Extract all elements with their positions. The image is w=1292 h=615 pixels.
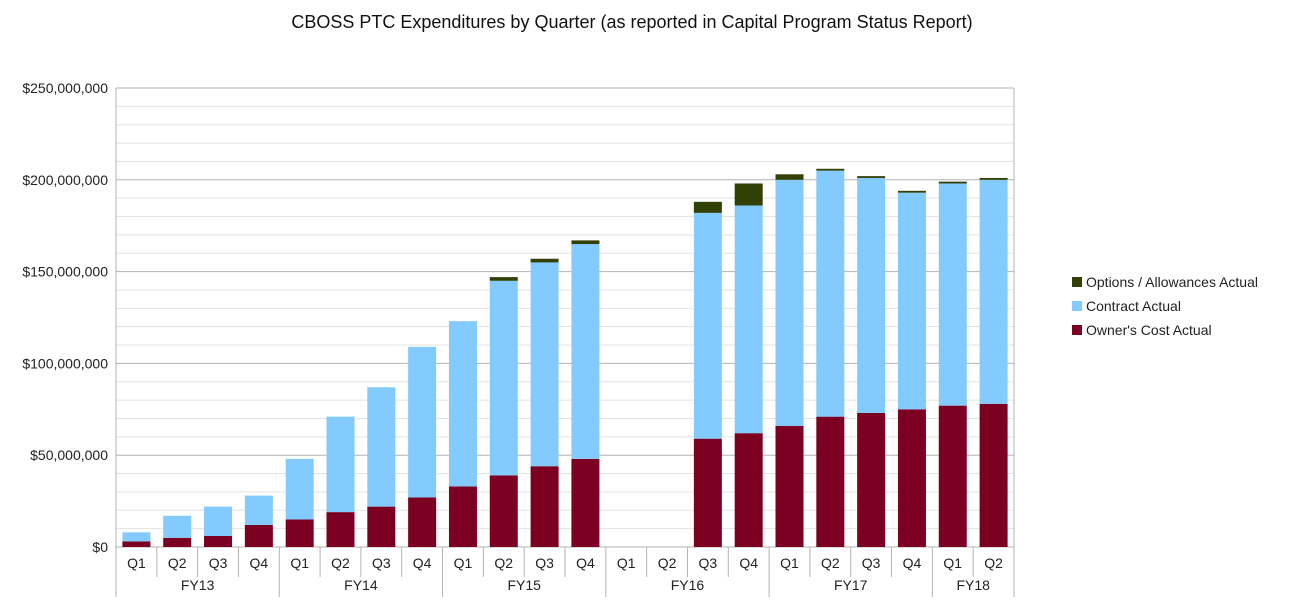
x-axis-labels: Q1 Q2 Q3 Q4 Q1 Q2 Q3 Q4 Q1 Q2 Q3 Q4 Q1 Q2 Q3 Q4 Q1 Q2 Q3 Q4… — [115, 547, 1015, 597]
bars — [122, 168, 1008, 547]
bar-contract-actual — [530, 262, 559, 467]
bar-options-allowances-actual — [530, 258, 559, 263]
x-tick-label: Q2 — [658, 555, 677, 571]
x-tick-label: Q4 — [739, 555, 758, 571]
bar-contract-actual — [571, 244, 600, 459]
bar-options-allowances-actual — [857, 176, 886, 178]
x-tick-label: Q3 — [372, 555, 391, 571]
y-tick-label: $200,000,000 — [22, 172, 108, 188]
bar-owner-s-cost-actual — [408, 497, 437, 547]
bar-options-allowances-actual — [571, 240, 600, 245]
bar-owner-s-cost-actual — [163, 537, 192, 547]
x-group-label: FY13 — [181, 577, 215, 593]
x-tick-label: Q1 — [127, 555, 146, 571]
bar-contract-actual — [408, 346, 437, 498]
bar-contract-actual — [204, 506, 233, 536]
bar-options-allowances-actual — [693, 201, 722, 213]
bar-contract-actual — [244, 495, 273, 525]
bar-contract-actual — [367, 387, 396, 507]
y-tick-label: $50,000,000 — [30, 447, 108, 463]
y-tick-label: $250,000,000 — [22, 80, 108, 96]
bar-contract-actual — [938, 183, 967, 406]
bar-options-allowances-actual — [816, 168, 845, 171]
x-group-label: FY18 — [956, 577, 990, 593]
bar-owner-s-cost-actual — [530, 466, 559, 547]
x-tick-label: Q4 — [576, 555, 595, 571]
bar-contract-actual — [163, 515, 192, 538]
bar-owner-s-cost-actual — [489, 475, 518, 547]
bar-contract-actual — [897, 192, 926, 410]
bar-options-allowances-actual — [489, 277, 518, 281]
bar-options-allowances-actual — [897, 190, 926, 193]
x-group-label: FY17 — [834, 577, 868, 593]
bar-owner-s-cost-actual — [693, 438, 722, 547]
x-tick-label: Q3 — [535, 555, 554, 571]
bar-contract-actual — [857, 177, 886, 413]
x-tick-label: Q1 — [454, 555, 473, 571]
x-tick-label: Q3 — [699, 555, 718, 571]
bar-options-allowances-actual — [938, 181, 967, 184]
bar-contract-actual — [816, 170, 845, 417]
bar-options-allowances-actual — [979, 177, 1008, 180]
bar-owner-s-cost-actual — [448, 486, 477, 547]
bar-contract-actual — [122, 532, 151, 542]
bar-owner-s-cost-actual — [897, 409, 926, 547]
x-tick-label: Q1 — [780, 555, 799, 571]
x-tick-label: Q2 — [331, 555, 350, 571]
bar-options-allowances-actual — [775, 174, 804, 180]
x-tick-label: Q4 — [903, 555, 922, 571]
bar-owner-s-cost-actual — [775, 425, 804, 547]
x-tick-label: Q1 — [617, 555, 636, 571]
y-axis-labels: $0 $50,000,000 $100,000,000 $150,000,000 $20… — [22, 80, 108, 555]
legend-label: Contract Actual — [1086, 298, 1181, 314]
bar-contract-actual — [979, 179, 1008, 404]
bar-contract-actual — [285, 458, 314, 520]
bar-owner-s-cost-actual — [285, 519, 314, 547]
x-tick-label: Q3 — [862, 555, 881, 571]
y-tick-label: $0 — [92, 539, 108, 555]
bar-contract-actual — [775, 179, 804, 426]
bar-owner-s-cost-actual — [571, 458, 600, 547]
bar-contract-actual — [326, 416, 355, 513]
bar-contract-actual — [693, 212, 722, 439]
x-group-label: FY15 — [507, 577, 541, 593]
bar-owner-s-cost-actual — [857, 412, 886, 547]
x-tick-label: Q3 — [209, 555, 228, 571]
x-tick-label: Q4 — [413, 555, 432, 571]
bar-owner-s-cost-actual — [244, 524, 273, 547]
legend-label: Owner's Cost Actual — [1086, 322, 1212, 338]
x-group-label: FY14 — [344, 577, 378, 593]
bar-owner-s-cost-actual — [734, 433, 763, 547]
bar-owner-s-cost-actual — [979, 403, 1008, 547]
chart-title: CBOSS PTC Expenditures by Quarter (as re… — [291, 12, 972, 32]
bar-owner-s-cost-actual — [326, 512, 355, 547]
x-tick-label: Q1 — [943, 555, 962, 571]
legend: Options / Allowances Actual Contract Actu… — [1072, 274, 1258, 338]
legend-swatch — [1072, 325, 1082, 335]
y-tick-label: $150,000,000 — [22, 264, 108, 280]
x-tick-label: Q2 — [821, 555, 840, 571]
legend-label: Options / Allowances Actual — [1086, 274, 1258, 290]
x-tick-label: Q2 — [984, 555, 1003, 571]
legend-swatch — [1072, 277, 1082, 287]
x-tick-label: Q2 — [494, 555, 513, 571]
x-tick-label: Q2 — [168, 555, 187, 571]
bar-owner-s-cost-actual — [367, 506, 396, 547]
bar-contract-actual — [734, 205, 763, 434]
bar-owner-s-cost-actual — [204, 535, 233, 547]
bar-owner-s-cost-actual — [938, 405, 967, 547]
bar-contract-actual — [448, 321, 477, 487]
x-tick-label: Q1 — [290, 555, 309, 571]
bar-contract-actual — [489, 280, 518, 476]
bar-owner-s-cost-actual — [816, 416, 845, 547]
x-tick-label: Q4 — [250, 555, 269, 571]
bar-options-allowances-actual — [734, 183, 763, 206]
y-tick-label: $100,000,000 — [22, 355, 108, 371]
bar-owner-s-cost-actual — [122, 541, 151, 547]
x-group-label: FY16 — [671, 577, 705, 593]
legend-swatch — [1072, 301, 1082, 311]
